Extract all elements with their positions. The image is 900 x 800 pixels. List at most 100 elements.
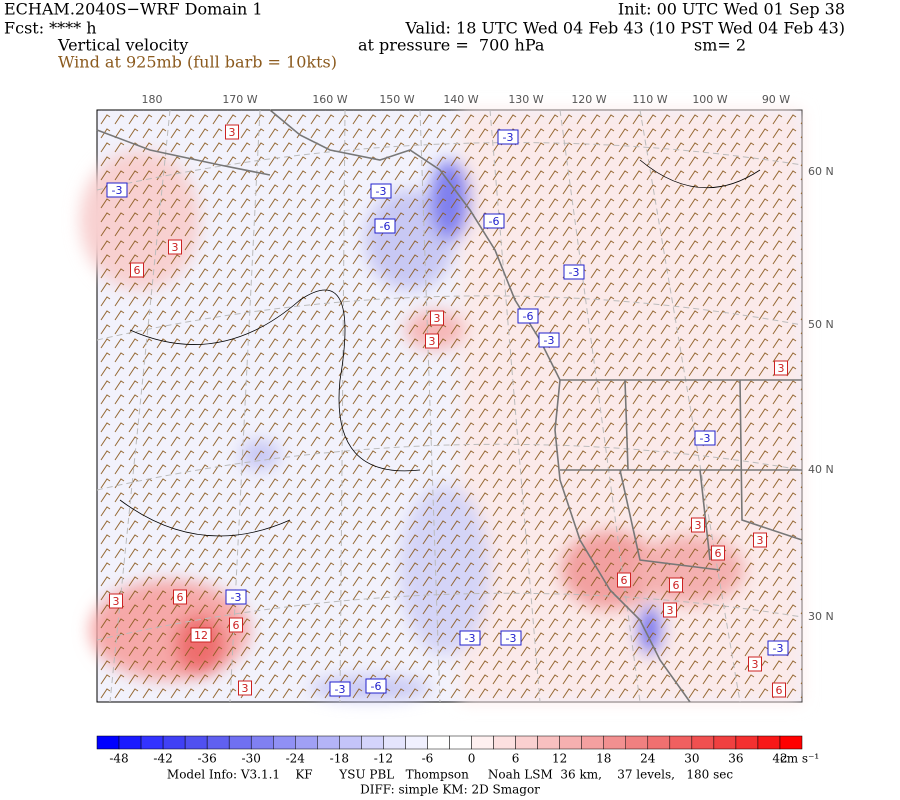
colorbar-cell: [581, 735, 604, 750]
contour-label: 3: [757, 534, 764, 547]
longitude-label: 130 W: [508, 93, 543, 106]
contour-label-box: [173, 589, 187, 605]
contour-label: 3: [113, 595, 120, 608]
contour-label-box: [168, 239, 182, 255]
latitude-label: 50 N: [808, 318, 834, 331]
longitude-label: 180: [142, 93, 163, 106]
contour-label-box: [374, 218, 396, 234]
contour-label-box: [748, 656, 762, 672]
contour-label-box: [329, 681, 351, 697]
colorbar-label: -24: [286, 752, 306, 766]
longitude-label: 160 W: [312, 93, 347, 106]
colorbar-cell: [317, 735, 340, 750]
contour-label-box: [225, 589, 247, 605]
contour-label-box: [711, 545, 725, 561]
contour-label: -6: [489, 215, 500, 228]
colorbar-label: -6: [422, 752, 434, 766]
contour-label: -3: [335, 683, 346, 696]
contour-label-box: [430, 310, 444, 326]
colorbar-cell: [273, 735, 296, 750]
colorbar-label: -30: [242, 752, 261, 766]
colorbar-cell: [228, 735, 252, 750]
contour-label-box: [130, 262, 144, 278]
contour-label-box: [669, 577, 683, 593]
contour-label-box: [500, 630, 522, 646]
colorbar-cell: [625, 735, 649, 750]
colorbar: -48 -42 -36 -30 -24 -18 -12 -6 0 6 12 18 24 30 36 42cm …: [96, 735, 819, 766]
contour-label: -3: [465, 632, 476, 645]
field: Vertical velocity: [57, 36, 188, 55]
contour-label: -3: [700, 432, 711, 445]
pressure: at pressure = 700 hPa: [358, 36, 545, 55]
contour-label-box: [238, 680, 252, 696]
contour-label: 3: [429, 335, 436, 348]
contour-label: 3: [172, 241, 179, 254]
colorbar-cell: [735, 735, 759, 750]
contour-label: -3: [773, 642, 784, 655]
colorbar-cell: [250, 735, 274, 750]
contour-label: 6: [621, 574, 628, 587]
map: [80, 109, 803, 703]
init: Init: 00 UTC Wed 01 Sep 38: [618, 0, 845, 19]
contour-label: 3: [667, 604, 674, 617]
colorbar-cell: [515, 735, 538, 750]
contour-label-box: [106, 182, 128, 198]
contour-label-box: [459, 630, 481, 646]
contour-label: -6: [523, 310, 534, 323]
smoothing: sm= 2: [694, 36, 746, 55]
colorbar-label: 36: [728, 752, 743, 766]
colorbar-label: 30: [684, 752, 699, 766]
colorbar-cell: [162, 735, 186, 750]
contour-label: 6: [233, 619, 240, 632]
contour-label: -3: [503, 131, 514, 144]
diff-info: DIFF: simple KM: 2D Smagor: [360, 783, 540, 797]
contour-label-box: [772, 682, 786, 698]
colorbar-cell: [206, 735, 230, 750]
contour-label-box: [753, 532, 767, 548]
contour-label-box: [563, 264, 585, 280]
contour-label-box: [663, 602, 677, 618]
contour-label: 3: [434, 312, 441, 325]
colorbar-cell: [405, 735, 428, 750]
colorbar-cell: [493, 735, 516, 750]
longitude-label: 110 W: [632, 93, 667, 106]
contour-label-box: [425, 333, 439, 349]
contour-label-box: [691, 517, 705, 533]
colorbar-unit: cm s⁻¹: [780, 752, 819, 766]
contour-label-box: [774, 360, 788, 376]
contour-label-box: [694, 430, 716, 446]
contour-label-box: [517, 308, 539, 324]
contour-label-box: [365, 678, 387, 694]
contour-label: 3: [242, 682, 249, 695]
colorbar-cell: [449, 735, 472, 750]
colorbar-cell: [537, 735, 560, 750]
longitude-label: 150 W: [379, 93, 414, 106]
contour-label: -3: [544, 334, 555, 347]
colorbar-cell: [339, 735, 362, 750]
contour-label: 12: [194, 629, 208, 642]
colorbar-label: 0: [468, 752, 476, 766]
colorbar-cell: [295, 735, 318, 750]
colorbar-label: 12: [552, 752, 567, 766]
contour-label: 3: [229, 126, 236, 139]
colorbar-label: -36: [197, 752, 216, 766]
colorbar-label: 6: [512, 752, 520, 766]
colorbar-cell: [647, 735, 671, 750]
contour-label: 6: [715, 547, 722, 560]
colorbar-cell: [779, 735, 803, 750]
wind-note: Wind at 925mb (full barb = 10kts): [58, 53, 337, 72]
contour-label-box: [483, 213, 505, 229]
contour-label: 3: [695, 519, 702, 532]
colorbar-cell: [669, 735, 693, 750]
colorbar-cell: [603, 735, 626, 750]
contour-label-box: [229, 617, 243, 633]
contour-label: 6: [134, 264, 141, 277]
contour-label-box: [225, 124, 239, 140]
contour-label: -6: [380, 220, 391, 233]
contour-label: -3: [569, 266, 580, 279]
contour-label: 6: [673, 579, 680, 592]
contour-label-box: [617, 572, 631, 588]
contour-label: -3: [506, 632, 517, 645]
colorbar-cell: [118, 735, 142, 750]
